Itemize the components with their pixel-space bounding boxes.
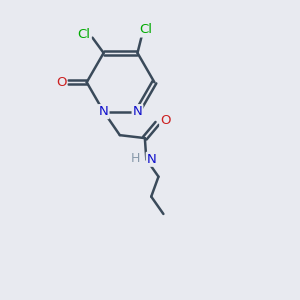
- Text: N: N: [147, 153, 157, 166]
- Text: N: N: [99, 105, 109, 118]
- Text: Cl: Cl: [78, 28, 91, 41]
- Text: O: O: [56, 76, 66, 89]
- Text: N: N: [133, 105, 142, 118]
- Text: H: H: [130, 152, 140, 165]
- Text: Cl: Cl: [139, 23, 152, 37]
- Text: O: O: [160, 114, 171, 127]
